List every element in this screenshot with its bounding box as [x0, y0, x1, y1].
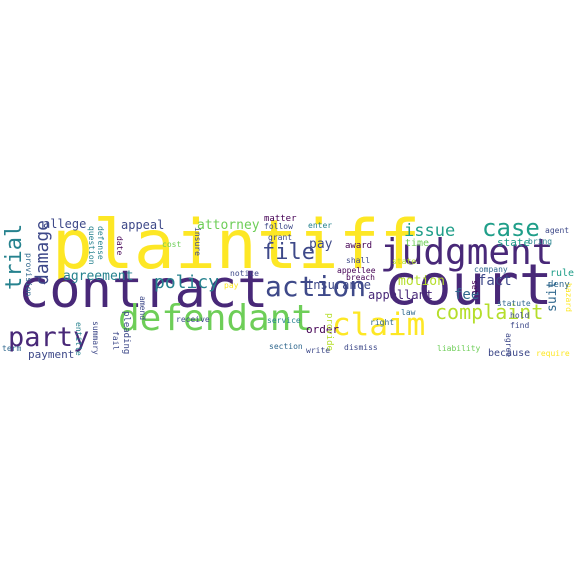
- word-motion: motion: [398, 274, 445, 289]
- word-grant: grant: [268, 233, 292, 242]
- word-summary: summary: [91, 321, 100, 355]
- word-entitle: entitle: [74, 322, 83, 356]
- word-hold: hold: [510, 311, 529, 320]
- word-hazard: hazard: [564, 283, 573, 312]
- word-date: date: [115, 236, 124, 255]
- word-agreement: agreement: [63, 269, 133, 284]
- word-pleading: pleading: [121, 311, 131, 354]
- word-service: service: [267, 316, 301, 325]
- word-enter: enter: [308, 221, 332, 230]
- word-state2: state: [392, 257, 416, 266]
- word-term: term: [2, 344, 21, 353]
- word-statute: statute: [497, 299, 531, 308]
- word-complaint: complaint: [435, 300, 543, 324]
- word-issue: issue: [404, 221, 455, 241]
- word-appellant: appellant: [368, 288, 433, 302]
- word-find: find: [510, 321, 529, 330]
- word-insure: insure: [193, 227, 202, 256]
- word-because: because: [488, 348, 530, 359]
- word-award: award: [345, 241, 372, 251]
- word-section: section: [269, 342, 303, 351]
- word-contract: contract: [18, 260, 268, 320]
- word-right: right: [370, 318, 394, 327]
- word-breach: breach: [346, 273, 375, 282]
- word-rule: rule: [550, 268, 574, 279]
- word-damage: damage: [32, 220, 53, 285]
- word-notice: notice: [230, 269, 259, 278]
- word-agree: agree: [504, 333, 513, 357]
- word-plaintiff: plaintiff: [52, 206, 420, 285]
- word-bring: bring: [528, 237, 552, 246]
- word-court: court: [384, 253, 553, 318]
- word-trial: trial: [2, 224, 27, 290]
- word-claim: claim: [332, 307, 425, 343]
- word-allege: allege: [43, 217, 86, 231]
- word-appeal: appeal: [121, 218, 164, 232]
- word-write: write: [306, 346, 330, 355]
- word-shall: shall: [346, 256, 370, 265]
- word-case: case: [482, 214, 540, 242]
- word-fact: fact: [478, 273, 512, 289]
- word-provision: provision: [24, 253, 33, 297]
- word-set: set: [470, 280, 479, 295]
- word-party: party: [8, 322, 89, 353]
- word-require: require: [536, 349, 570, 358]
- word-appellee: appellee: [337, 266, 376, 275]
- word-policy: policy: [154, 272, 219, 293]
- word-amend: amend: [138, 296, 147, 320]
- word-suit: suit: [545, 281, 560, 312]
- word-receive: receive: [176, 315, 210, 324]
- word-provide: provide: [324, 313, 334, 351]
- word-dismiss: dismiss: [344, 343, 378, 352]
- word-matter: matter: [264, 214, 297, 224]
- word-file: file: [262, 240, 315, 265]
- word-order: order: [306, 323, 339, 336]
- word-liability: liability: [437, 344, 481, 353]
- word-action: action: [265, 270, 366, 303]
- word-judgment: judgment: [380, 232, 553, 273]
- word-deny: deny: [548, 280, 570, 290]
- word-time: time: [405, 238, 429, 249]
- word-insurance: insurance: [306, 278, 371, 292]
- word-company: company: [474, 265, 508, 274]
- word-law: law: [401, 308, 416, 317]
- word-attorney: attorney: [197, 218, 260, 233]
- word-payment: payment: [28, 348, 74, 361]
- word-defendant: defendant: [118, 298, 313, 339]
- word-question: question: [87, 226, 96, 265]
- word-fee: fee: [454, 287, 479, 303]
- word-fail: fail: [111, 331, 120, 350]
- word-state: state: [497, 236, 530, 249]
- word-pay2: pay: [224, 281, 239, 290]
- word-agent: agent: [545, 226, 569, 235]
- word-follow: follow: [264, 222, 293, 231]
- word-defense: defense: [96, 226, 105, 260]
- word-pay: pay: [309, 237, 333, 252]
- word-cost: cost: [162, 240, 181, 249]
